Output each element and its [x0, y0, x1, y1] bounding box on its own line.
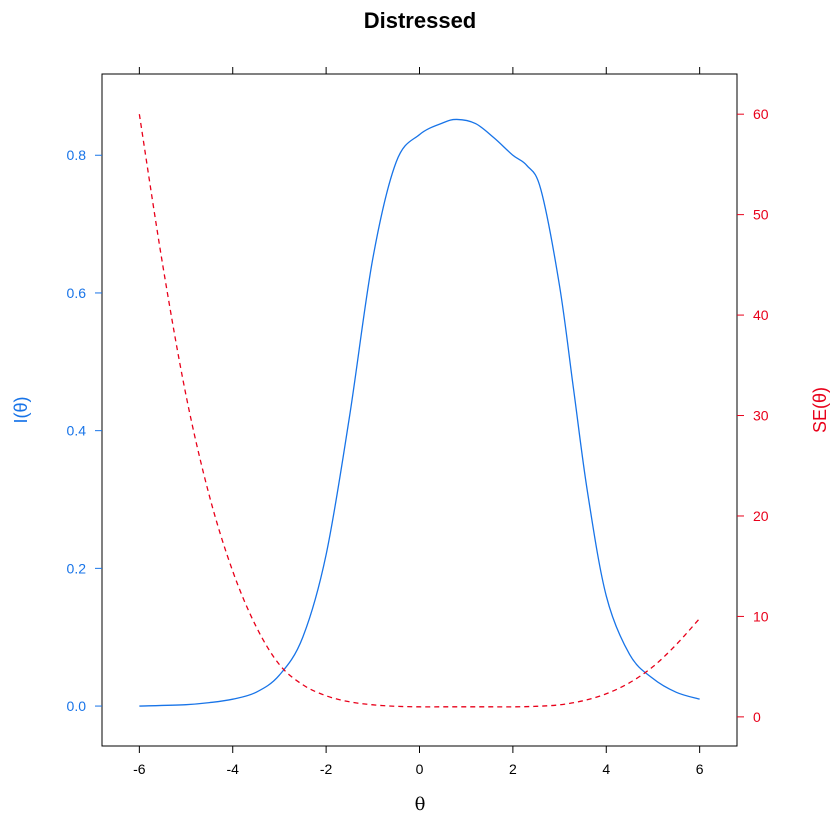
standard-error-curve [138, 114, 701, 708]
y-left-tick-label: 0.2 [67, 560, 87, 576]
y-right-tick-label: 0 [753, 709, 761, 725]
plot-frame [101, 73, 738, 747]
y-left-tick-label: 0.6 [67, 285, 87, 301]
x-tick-label: 4 [602, 761, 610, 777]
y-axis-left: 0.0 0.2 0.4 0.6 0.8 [67, 147, 102, 714]
x-tick-label: 2 [509, 761, 517, 777]
y-left-tick-label: 0.0 [67, 698, 87, 714]
x-tick-label: -4 [227, 761, 240, 777]
x-tick-label: -6 [133, 761, 146, 777]
y-axis-right-label: SE(θ) [810, 387, 830, 433]
x-axis-label: θ [415, 794, 426, 815]
series-layer [138, 114, 701, 708]
x-tick-label: 0 [416, 761, 424, 777]
y-right-tick-label: 60 [753, 106, 769, 122]
information-curve [139, 118, 700, 707]
y-axis-left-label: I(θ) [11, 397, 31, 424]
y-right-tick-label: 30 [753, 408, 769, 424]
y-left-tick-label: 0.4 [67, 423, 87, 439]
x-axis-top [138, 67, 701, 74]
chart-title: Distressed [364, 8, 477, 33]
x-tick-label: -2 [320, 761, 333, 777]
y-axis-right: 0 10 20 30 40 50 60 [737, 106, 769, 725]
x-axis-bottom: -6 -4 -2 0 2 4 6 [133, 746, 704, 777]
y-right-tick-label: 10 [753, 608, 769, 624]
y-right-tick-label: 50 [753, 207, 769, 223]
y-left-tick-label: 0.8 [67, 147, 87, 163]
x-tick-label: 6 [696, 761, 704, 777]
y-right-tick-label: 20 [753, 508, 769, 524]
y-right-tick-label: 40 [753, 307, 769, 323]
